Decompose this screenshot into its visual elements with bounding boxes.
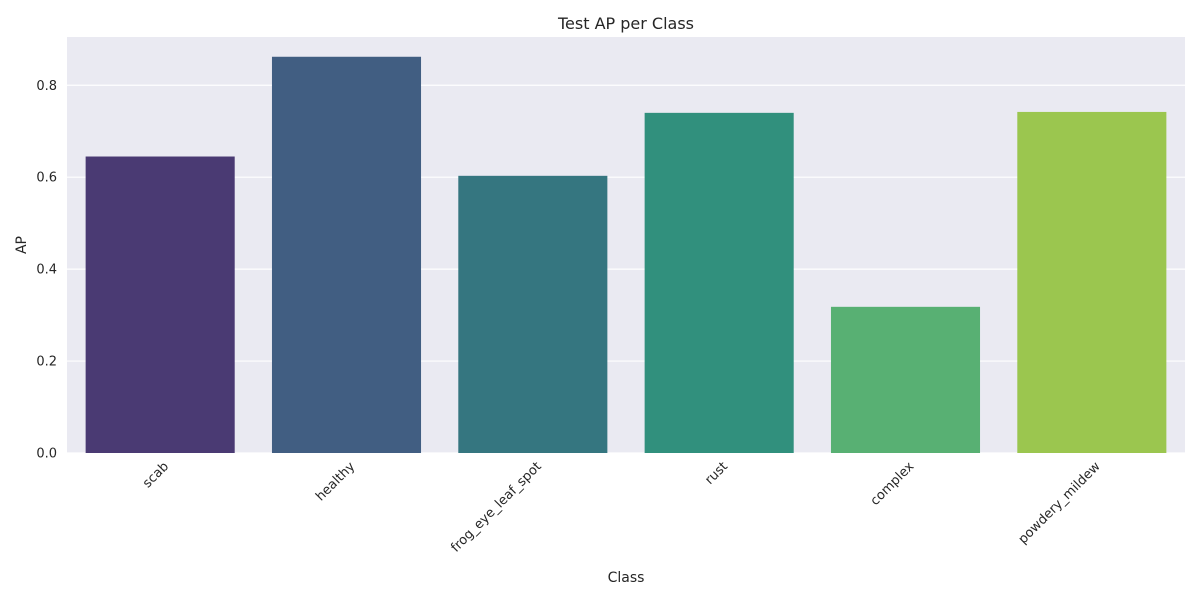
x-tick-label: powdery_mildew: [1016, 459, 1104, 547]
bar-frog_eye_leaf_spot: [458, 175, 608, 453]
grid-lines: [67, 84, 1185, 454]
bar-rust: [644, 112, 794, 453]
y-tick-label: 0.6: [36, 171, 57, 186]
x-tick-labels: scab healthy frog_eye_leaf_spot rust complex…: [140, 459, 1104, 556]
x-tick-label: rust: [702, 459, 731, 488]
bar-healthy: [271, 56, 422, 453]
x-axis-label: Class: [608, 570, 645, 586]
x-tick-label: scab: [140, 459, 172, 491]
y-tick-labels: 0.0 0.2 0.4 0.6 0.8: [36, 79, 57, 462]
bar-powdery_mildew: [1017, 111, 1167, 453]
y-axis-label: AP: [14, 236, 30, 254]
x-tick-label: complex: [868, 459, 918, 509]
bar-complex: [830, 306, 981, 453]
x-tick-label: frog_eye_leaf_spot: [448, 459, 544, 555]
y-tick-label: 0.2: [36, 355, 57, 370]
x-tick-label: healthy: [313, 459, 358, 504]
y-tick-label: 0.0: [36, 447, 57, 462]
bars: [85, 56, 1167, 454]
bar-scab: [85, 156, 235, 454]
plot-background: [67, 37, 1185, 453]
chart-title: Test AP per Class: [557, 14, 694, 33]
y-tick-label: 0.4: [36, 263, 57, 278]
y-tick-label: 0.8: [36, 79, 57, 94]
